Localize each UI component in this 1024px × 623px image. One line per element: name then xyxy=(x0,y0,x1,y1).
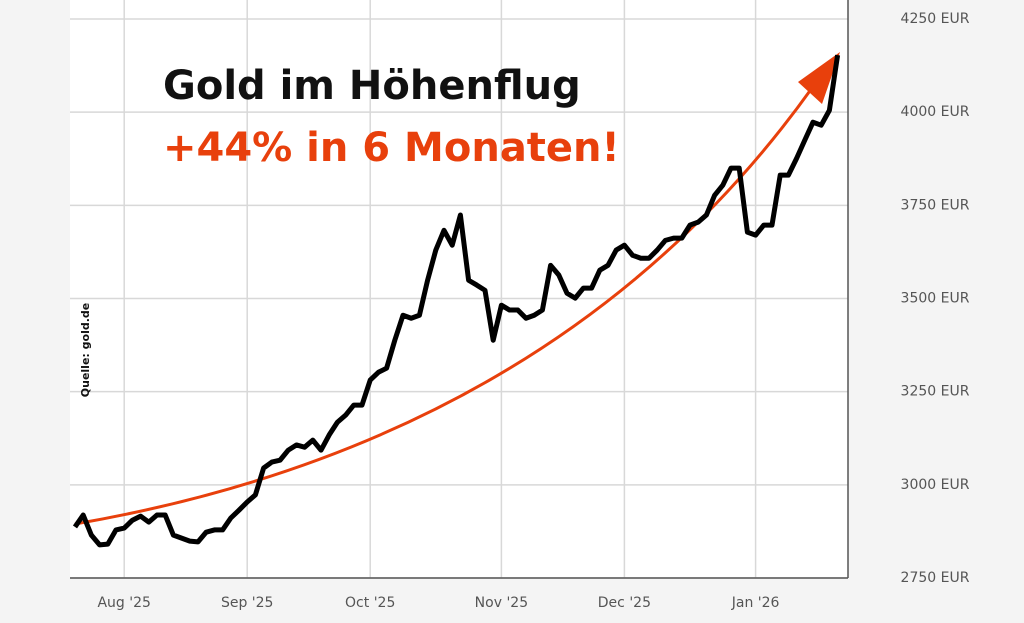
arrow-head xyxy=(798,52,840,104)
y-tick-label: 3250 EUR xyxy=(901,384,970,400)
grid xyxy=(70,0,848,579)
y-tick-label: 3500 EUR xyxy=(901,291,970,307)
marks xyxy=(72,54,841,548)
chart-subtitle: +44% in 6 Monaten! xyxy=(163,125,620,171)
x-tick-label: Oct '25 xyxy=(345,595,395,611)
plot-area xyxy=(70,0,848,578)
y-tick-label: 4250 EUR xyxy=(901,11,970,27)
x-tick-label: Sep '25 xyxy=(221,595,274,611)
trend-arrow xyxy=(74,87,814,526)
price-line xyxy=(72,54,841,548)
y-tick-label: 3750 EUR xyxy=(901,197,970,213)
x-tick-label: Dec '25 xyxy=(598,595,651,611)
y-tick-label: 2750 EUR xyxy=(901,570,970,586)
x-tick-label: Jan '26 xyxy=(731,595,780,611)
x-tick-label: Aug '25 xyxy=(97,595,150,611)
source: Quelle: gold.de xyxy=(79,303,92,397)
x-tick-label: Nov '25 xyxy=(475,595,528,611)
y-tick-label: 4000 EUR xyxy=(901,104,970,120)
chart-title: Gold im Höhenflug xyxy=(163,63,581,109)
y-tick-label: 3000 EUR xyxy=(901,477,970,493)
